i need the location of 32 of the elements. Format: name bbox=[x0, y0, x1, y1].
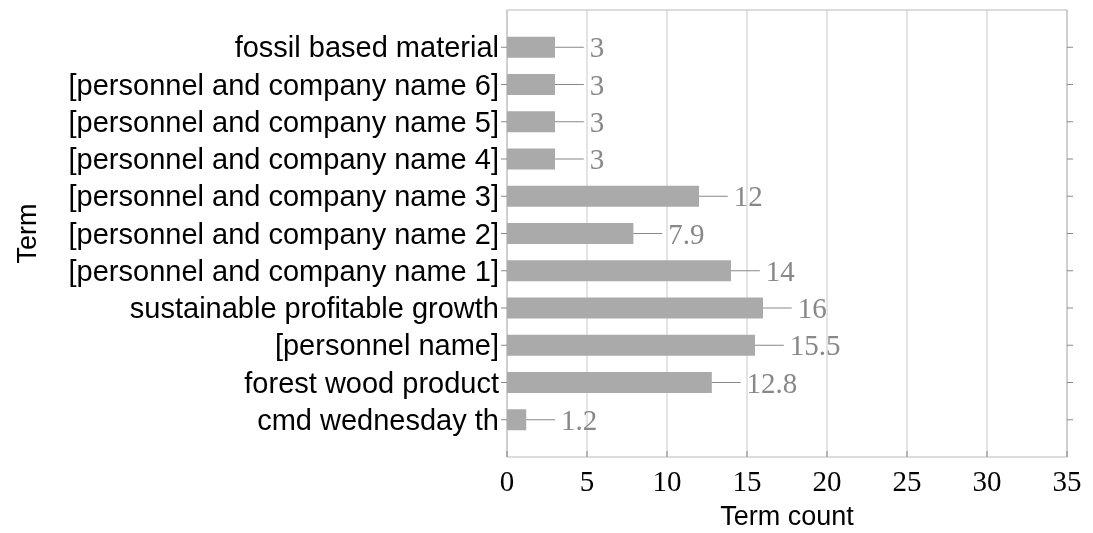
y-tick-label: fossil based material bbox=[234, 31, 499, 64]
data-label: 12.8 bbox=[746, 366, 798, 399]
y-tick-label: forest wood product bbox=[244, 366, 499, 399]
y-tick-label: cmd wednesday th bbox=[257, 403, 499, 436]
y-tick-label: [personnel and company name 3] bbox=[68, 180, 499, 213]
x-axis-title: Term count bbox=[720, 501, 855, 531]
y-tick-label: [personnel and company name 1] bbox=[68, 254, 499, 287]
data-label: 12 bbox=[733, 180, 763, 213]
data-label: 7.9 bbox=[668, 217, 705, 250]
y-tick-label: [personnel name] bbox=[274, 329, 499, 362]
data-label: 3 bbox=[589, 143, 605, 176]
data-label: 3 bbox=[589, 68, 605, 101]
x-tick-label: 0 bbox=[499, 465, 515, 497]
x-tick-label: 5 bbox=[579, 465, 595, 497]
x-tick-label: 10 bbox=[652, 465, 682, 497]
y-tick-label: [personnel and company name 2] bbox=[68, 217, 499, 250]
data-label: 1.2 bbox=[561, 403, 598, 436]
data-label: 16 bbox=[797, 292, 827, 325]
y-tick-label: [personnel and company name 6] bbox=[68, 68, 499, 101]
data-label: 14 bbox=[765, 254, 796, 287]
x-tick-label: 25 bbox=[892, 465, 922, 497]
y-tick-label: [personnel and company name 4] bbox=[68, 143, 499, 176]
y-tick-label: [personnel and company name 5] bbox=[68, 105, 499, 138]
x-tick-label: 15 bbox=[732, 465, 762, 497]
x-tick-label: 20 bbox=[812, 465, 842, 497]
x-tick-label: 35 bbox=[1052, 465, 1082, 497]
x-tick-label: 30 bbox=[972, 465, 1002, 497]
data-label: 3 bbox=[589, 105, 605, 138]
data-label: 3 bbox=[589, 31, 605, 64]
y-tick-label: sustainable profitable growth bbox=[129, 292, 499, 325]
y-axis-title: Term bbox=[12, 203, 42, 264]
data-label: 15.5 bbox=[789, 329, 841, 362]
